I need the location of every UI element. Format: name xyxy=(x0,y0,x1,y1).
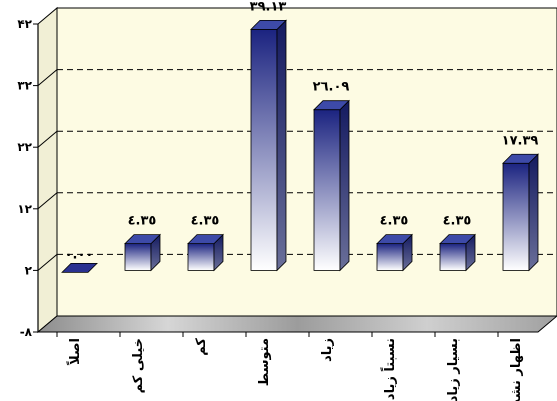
chart-side-wall xyxy=(37,6,58,334)
bar-side xyxy=(339,99,350,272)
x-tick-label: اصلاً xyxy=(66,338,83,365)
bar-front xyxy=(376,243,404,271)
y-tick-label: ۳۲ xyxy=(17,79,32,93)
bar-side xyxy=(528,153,539,272)
x-tick-label: اظهار نشد xyxy=(509,338,524,401)
data-label: ٤.٣٥ xyxy=(380,214,409,229)
bar xyxy=(439,233,476,272)
bar xyxy=(124,233,161,272)
x-tick-label: زیاد xyxy=(320,338,335,362)
bar-front xyxy=(187,243,215,271)
x-tick-label: متوسط xyxy=(257,338,272,386)
bar-cap xyxy=(502,153,539,164)
data-label: ۰.۰۰ xyxy=(65,247,94,262)
bar xyxy=(250,19,287,272)
data-label: ٤.٣٥ xyxy=(191,214,220,229)
bar-front xyxy=(250,28,278,271)
bar-cap xyxy=(439,234,476,245)
bar-cap xyxy=(376,234,413,245)
bar-front xyxy=(313,109,341,271)
x-tick-label: کم xyxy=(194,338,209,356)
x-tick-label: نسبتاً زیاد xyxy=(380,338,398,400)
bar-front xyxy=(502,162,530,271)
x-tick-label: خیلی کم xyxy=(131,338,146,393)
bar-cap xyxy=(124,234,161,245)
bar-cap xyxy=(187,234,224,245)
gridline-side xyxy=(37,254,58,271)
data-label: ٢٦.٠٩ xyxy=(313,80,350,95)
bar-front xyxy=(124,243,152,271)
gridline-side xyxy=(37,69,58,86)
chart-floor xyxy=(36,315,557,333)
data-label: ٤.٣٥ xyxy=(443,214,472,229)
bar-cap xyxy=(313,100,350,111)
data-label: ٣٩.١٣ xyxy=(250,0,287,14)
data-label: ٤.٣٥ xyxy=(128,214,157,229)
y-tick-label: ۴۲ xyxy=(17,17,32,31)
y-tick-label: ۲۲ xyxy=(17,140,32,154)
bar xyxy=(502,153,539,272)
bar-cap xyxy=(250,19,287,30)
gridline-side xyxy=(37,192,58,210)
bar-flat xyxy=(61,262,98,273)
bar xyxy=(313,99,350,272)
bar xyxy=(61,262,98,273)
bar xyxy=(187,233,224,272)
bar-front xyxy=(439,243,467,271)
y-tick-label: -۸ xyxy=(20,325,33,339)
x-tick-label: بسیار زیاد xyxy=(446,338,461,401)
data-label: ١٧.٣٩ xyxy=(502,133,539,148)
y-tick-label: ۱۲ xyxy=(17,202,32,216)
y-tick-label: ۲ xyxy=(25,263,33,277)
bar-side xyxy=(276,19,287,272)
gridline-side xyxy=(37,130,58,148)
bar xyxy=(376,233,413,272)
